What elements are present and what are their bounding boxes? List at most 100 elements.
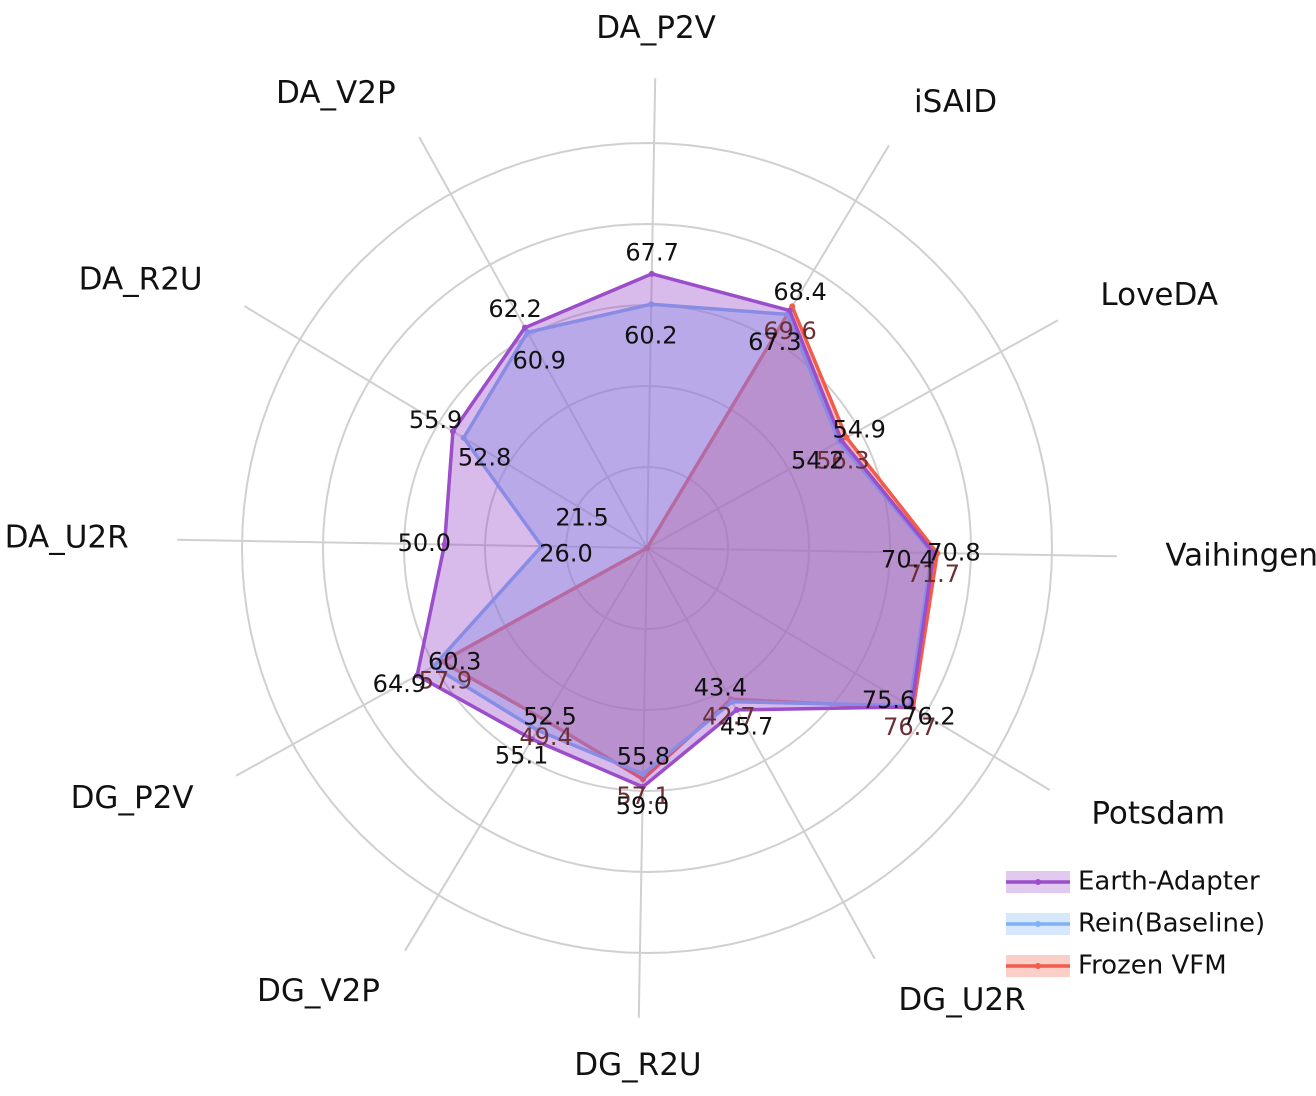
value-label-dg_v2p: 55.1: [495, 742, 548, 770]
value-label-da_u2r: 26.0: [539, 540, 592, 568]
spoke-dg_r2u: [637, 547, 648, 1018]
legend-label: Earth-Adapter: [1078, 867, 1260, 897]
data-point-da_v2p: [521, 324, 528, 331]
value-label-dg_r2u: 59.0: [616, 792, 669, 820]
data-point-da_u2r: [538, 543, 545, 550]
radar-series: [414, 270, 941, 790]
value-label-dg_p2v: 57.9: [419, 667, 472, 695]
axis-label-da_r2u: DA_R2U: [79, 262, 203, 298]
legend-item-rein-baseline-[interactable]: Rein(Baseline): [1006, 909, 1265, 939]
spoke-dg_v2p: [404, 547, 648, 952]
axis-label-dg_p2v: DG_P2V: [71, 780, 194, 816]
axis-label-isaid: iSAID: [914, 84, 997, 120]
value-labels: 69.6 56.3 71.7 76.7 42.7 57.1 49.4 57.9 60.2 67.3…: [373, 239, 981, 821]
value-label-potsdam: 76.7: [883, 713, 936, 741]
value-label-da_p2v: 67.7: [625, 239, 678, 267]
legend[interactable]: Earth-Adapter Rein(Baseline) Frozen VFM: [1006, 867, 1265, 981]
data-point-loveda: [843, 434, 850, 441]
spoke-vaihingen: [646, 547, 1117, 558]
grid-ring-80: [321, 222, 972, 874]
data-point-isaid: [786, 307, 793, 314]
value-label-dg_p2v: 64.9: [373, 670, 426, 698]
axis-label-dg_r2u: DG_R2U: [574, 1047, 701, 1083]
extra-label-da_u2r: 21.5: [555, 504, 608, 532]
series-area: [415, 272, 936, 789]
data-point-da_p2v: [648, 270, 655, 277]
value-label-da_r2u: 52.8: [458, 443, 511, 471]
value-label-isaid: 68.4: [773, 278, 826, 306]
data-point-dg_r2u: [640, 770, 647, 777]
axis-labels: DA_P2V iSAID LoveDA Vaihingen Potsdam DG_U2R D…: [5, 10, 1316, 1083]
data-point-dg_p2v: [430, 663, 437, 670]
data-point-dg_u2r: [733, 706, 740, 713]
value-label-dg_u2r: 43.4: [694, 673, 747, 701]
data-point-da_p2v: [648, 301, 655, 308]
grid-ring-40: [483, 384, 810, 712]
value-label-isaid: 67.3: [748, 328, 801, 356]
data-point-dg_v2p: [540, 716, 547, 723]
value-label-dg_u2r: 42.7: [702, 703, 755, 731]
legend-label: Frozen VFM: [1078, 951, 1227, 981]
data-point-loveda: [838, 437, 845, 444]
data-point-dg_v2p: [534, 727, 541, 734]
axis-label-da_p2v: DA_P2V: [596, 10, 716, 46]
spoke-loveda: [646, 319, 1059, 549]
grid-ring-100: [240, 141, 1053, 955]
value-label-potsdam: 76.2: [902, 702, 955, 730]
data-point-dg_r2u: [639, 776, 646, 783]
data-point-dg_v2p: [529, 736, 536, 743]
value-label-da_v2p: 62.2: [488, 295, 541, 323]
spoke-da_p2v: [646, 78, 657, 549]
data-point-dg_u2r: [729, 698, 736, 705]
legend-label: Rein(Baseline): [1078, 909, 1265, 939]
value-label-da_u2r: 50.0: [398, 529, 451, 557]
value-label-dg_u2r: 45.7: [720, 713, 773, 741]
spoke-potsdam: [646, 547, 1051, 791]
data-point-da_v2p: [644, 545, 650, 551]
axis-label-dg_v2p: DG_V2P: [257, 973, 380, 1009]
data-point-dg_p2v: [414, 672, 421, 679]
value-label-vaihingen: 70.4: [881, 546, 934, 574]
data-point-da_r2u: [449, 428, 456, 435]
value-label-da_v2p: 60.9: [512, 347, 565, 375]
legend-marker: [1035, 963, 1041, 969]
spoke-da_u2r: [177, 538, 648, 549]
value-label-loveda: 56.3: [816, 446, 869, 474]
data-point-da_r2u: [460, 434, 467, 441]
axis-label-vaihingen: Vaihingen: [1165, 538, 1316, 574]
spoke-dg_u2r: [646, 547, 876, 960]
data-point-potsdam: [908, 703, 915, 710]
value-label-dg_r2u: 55.8: [617, 743, 670, 771]
value-label-loveda: 54.9: [832, 415, 885, 443]
axis-label-loveda: LoveDA: [1100, 277, 1218, 313]
radar-grid: [240, 141, 1053, 955]
spoke-da_v2p: [418, 136, 648, 549]
value-label-vaihingen: 71.7: [907, 560, 960, 588]
data-point-vaihingen: [930, 550, 937, 557]
value-label-dg_p2v: 60.3: [428, 648, 481, 676]
spoke-da_r2u: [243, 305, 648, 549]
value-label-dg_v2p: 49.4: [519, 723, 572, 751]
data-point-dg_r2u: [639, 783, 646, 790]
data-point-da_u2r: [441, 541, 448, 548]
axis-label-da_u2r: DA_U2R: [5, 519, 129, 555]
value-label-dg_v2p: 52.5: [523, 702, 576, 730]
axis-label-dg_u2r: DG_U2R: [898, 982, 1025, 1018]
value-label-dg_r2u: 57.1: [616, 782, 669, 810]
axis-label-potsdam: Potsdam: [1091, 795, 1225, 831]
value-label-loveda: 54.2: [791, 446, 844, 474]
legend-marker: [1035, 921, 1041, 927]
data-point-da_v2p: [524, 329, 531, 336]
value-label-vaihingen: 70.8: [927, 538, 980, 566]
legend-item-frozen-vfm[interactable]: Frozen VFM: [1006, 951, 1227, 981]
value-label-da_p2v: 60.2: [624, 322, 677, 350]
legend-item-earth-adapter[interactable]: Earth-Adapter: [1006, 867, 1260, 897]
grid-ring-60: [402, 303, 891, 793]
series-earth-adapter: [414, 270, 937, 790]
legend-marker: [1035, 879, 1041, 885]
value-label-da_r2u: 55.9: [409, 406, 462, 434]
value-label-isaid: 69.6: [763, 317, 816, 345]
axis-label-da_v2p: DA_V2P: [276, 75, 396, 111]
value-label-potsdam: 75.6: [862, 686, 915, 714]
